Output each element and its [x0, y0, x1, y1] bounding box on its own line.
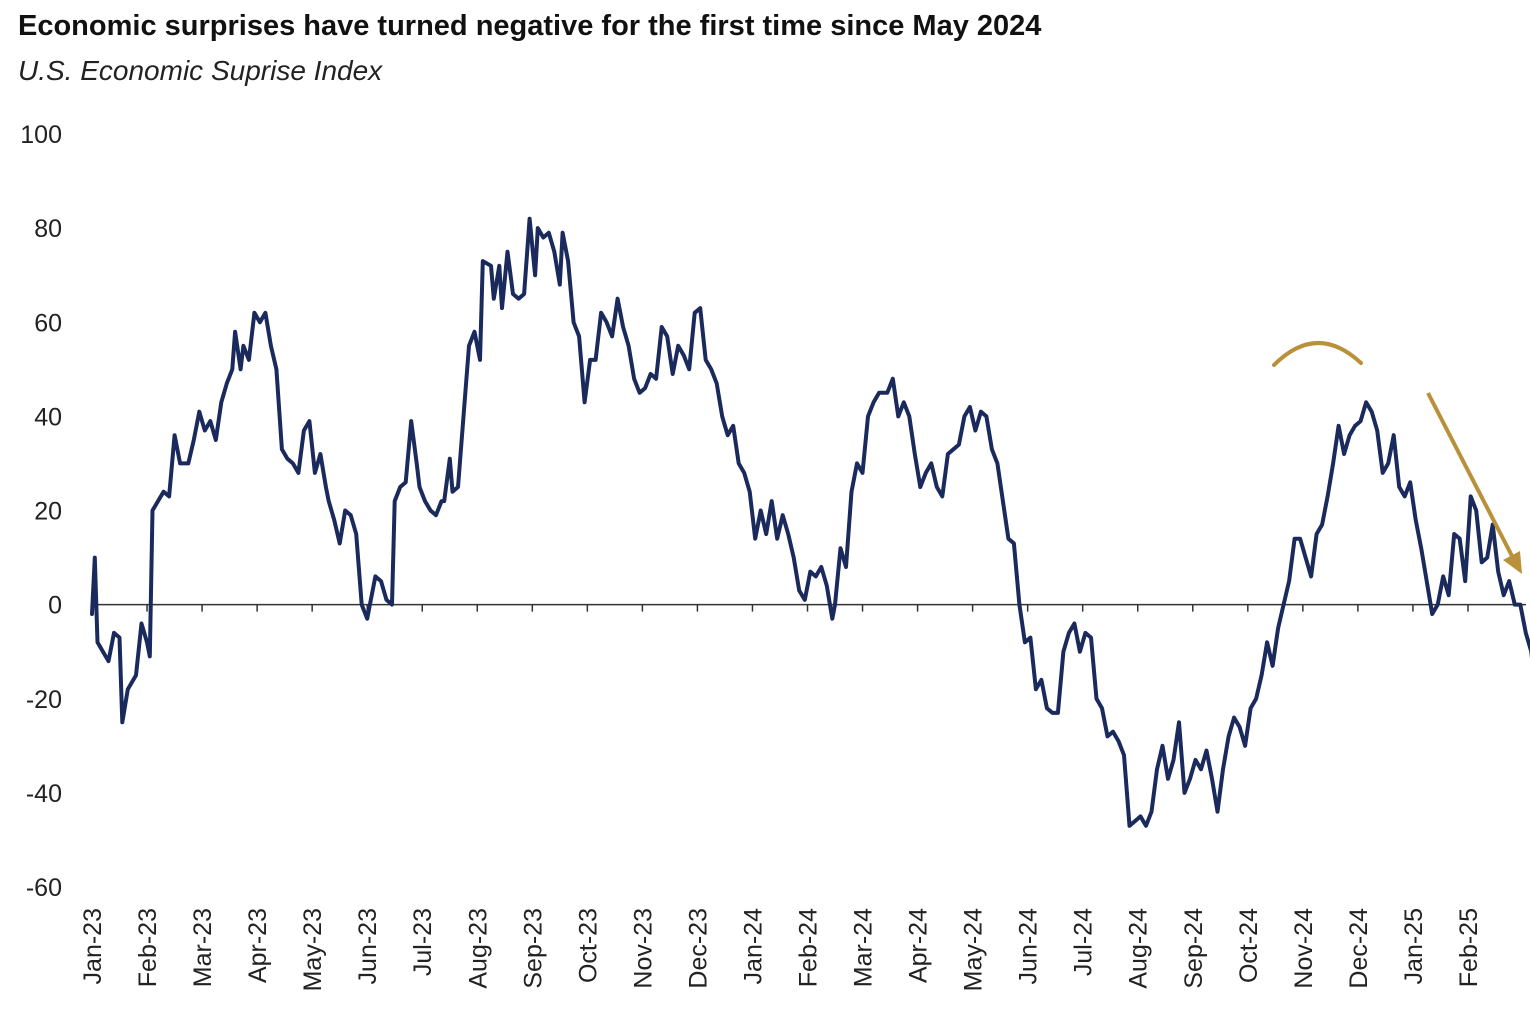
chart-subtitle: U.S. Economic Suprise Index [18, 55, 383, 86]
x-tick-label: Feb-24 [795, 908, 823, 987]
chart-title: Economic surprises have turned negative … [18, 10, 1042, 42]
x-tick-label: Jul-24 [1070, 908, 1098, 976]
x-tick-label: Jun-24 [1015, 908, 1043, 985]
x-tick-label: Oct-24 [1235, 908, 1263, 983]
x-tick-label: Jul-23 [409, 908, 437, 976]
series-line [90, 216, 1530, 828]
x-tick-label: Feb-23 [134, 908, 162, 987]
x-tick-label: Dec-23 [684, 908, 712, 989]
y-tick-label: -40 [26, 780, 62, 808]
y-tick-label: -60 [26, 874, 62, 902]
x-tick-label: Nov-23 [629, 908, 657, 989]
x-tick-label: May-23 [299, 908, 327, 991]
x-tick-label: Sep-24 [1180, 908, 1208, 989]
x-tick-label: Mar-24 [850, 908, 878, 987]
peak-arc-annotation [1272, 341, 1363, 367]
x-tick-label: Dec-24 [1345, 908, 1373, 989]
y-tick-label: 60 [34, 309, 62, 337]
y-tick-label: 100 [20, 121, 62, 149]
x-tick-label: Jan-23 [79, 908, 107, 984]
arrow-shaft [1426, 392, 1514, 557]
x-tick-label: Oct-23 [574, 908, 602, 983]
x-tick-label: Jun-23 [354, 908, 382, 984]
y-tick-label: -20 [26, 686, 62, 714]
y-tick-label: 20 [34, 498, 62, 526]
x-tick-label: Mar-23 [189, 908, 217, 987]
x-tick-label: Feb-25 [1455, 908, 1483, 987]
x-tick-label: May-24 [960, 908, 988, 991]
x-tick-label: Apr-23 [244, 908, 272, 983]
x-tick-label: Sep-23 [519, 908, 547, 989]
x-tick-label: Jan-24 [739, 908, 767, 985]
x-tick-label: Aug-24 [1125, 908, 1153, 989]
x-tick-label: Apr-24 [905, 908, 933, 983]
x-axis: Jan-23 Feb-23 Mar-23 Apr-23 May-23 Jun-23 Jul-… [79, 604, 1483, 991]
downtrend-arrow-annotation [1426, 392, 1522, 574]
y-axis: 100 80 60 40 20 0 -20 -40 -60 [20, 121, 62, 902]
arrow-head [1503, 551, 1522, 574]
y-tick-label: 80 [34, 215, 62, 243]
y-tick-label: 40 [34, 403, 62, 431]
x-tick-label: Nov-24 [1290, 908, 1318, 989]
y-tick-label: 0 [48, 592, 62, 620]
x-tick-label: Aug-23 [464, 908, 492, 989]
x-tick-label: Jan-25 [1400, 908, 1428, 984]
